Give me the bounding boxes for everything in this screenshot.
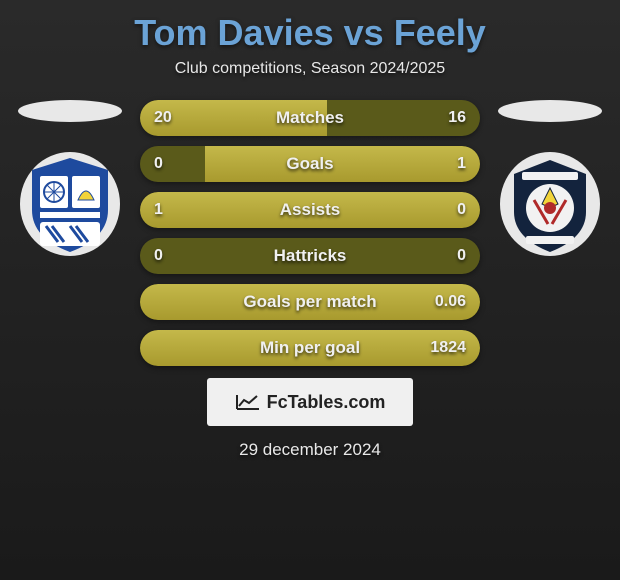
stat-label: Assists	[280, 200, 340, 220]
stat-row: 0 Goals 1	[140, 146, 480, 182]
stat-right-value: 0	[457, 201, 466, 219]
attribution-badge[interactable]: FcTables.com	[207, 378, 413, 426]
stat-label: Hattricks	[274, 246, 347, 266]
stat-row: 1 Assists 0	[140, 192, 480, 228]
stat-right-value: 1824	[430, 339, 466, 357]
stat-right-value: 0.06	[435, 293, 466, 311]
stat-label: Goals per match	[243, 292, 376, 312]
content-row: 20 Matches 16 0 Goals 1 1 Assists 0 0 Hattricks 0 Go…	[0, 100, 620, 366]
attribution-label: FcTables.com	[267, 392, 386, 413]
stat-right-value: 0	[457, 247, 466, 265]
stat-left-value: 1	[154, 201, 163, 219]
stat-right-value: 1	[457, 155, 466, 173]
comparison-card: Tom Davies vs Feely Club competitions, S…	[0, 0, 620, 460]
page-title: Tom Davies vs Feely	[134, 12, 486, 54]
stat-right-value: 16	[448, 109, 466, 127]
stat-label: Min per goal	[260, 338, 360, 358]
stat-row: Goals per match 0.06	[140, 284, 480, 320]
date-label: 29 december 2024	[239, 440, 381, 460]
right-team-column	[498, 100, 602, 256]
stat-label: Goals	[286, 154, 333, 174]
stat-row: 20 Matches 16	[140, 100, 480, 136]
left-team-flag-placeholder	[18, 100, 122, 122]
stats-bars: 20 Matches 16 0 Goals 1 1 Assists 0 0 Hattricks 0 Go…	[140, 100, 480, 366]
right-team-crest	[500, 152, 600, 256]
bar-fill-right	[205, 146, 480, 182]
subtitle: Club competitions, Season 2024/2025	[175, 60, 445, 78]
barrow-crest-icon	[500, 152, 600, 256]
right-team-flag-placeholder	[498, 100, 602, 122]
stat-left-value: 0	[154, 247, 163, 265]
stat-label: Matches	[276, 108, 344, 128]
stat-left-value: 20	[154, 109, 172, 127]
stat-row: 0 Hattricks 0	[140, 238, 480, 274]
chart-icon	[235, 393, 261, 411]
stat-left-value: 0	[154, 155, 163, 173]
tranmere-crest-icon	[20, 152, 120, 256]
left-team-crest	[20, 152, 120, 256]
stat-row: Min per goal 1824	[140, 330, 480, 366]
left-team-column	[18, 100, 122, 256]
